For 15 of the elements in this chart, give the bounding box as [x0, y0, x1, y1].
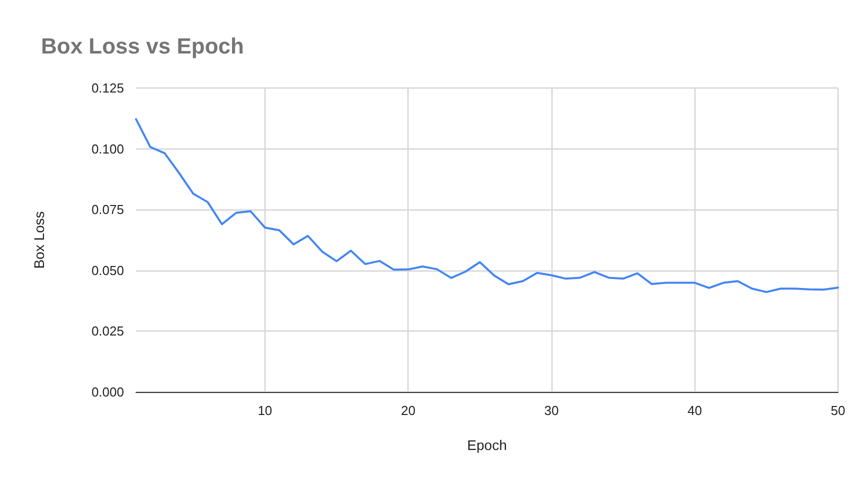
x-tick-label: 20	[400, 403, 416, 418]
y-tick-label: 0.075	[91, 202, 124, 218]
x-tick-label: 50	[830, 403, 846, 418]
y-tick-label: 0.125	[91, 80, 124, 96]
y-tick-label: 0.000	[91, 384, 124, 400]
x-axis-title: Epoch	[467, 437, 507, 453]
line-series	[135, 118, 839, 294]
y-axis-title: Box Loss	[31, 211, 47, 269]
y-tick-label: 0.100	[91, 141, 124, 156]
x-tick-label: 10	[258, 403, 272, 418]
x-tick-label: 40	[688, 403, 702, 418]
x-tick-label: 30	[544, 403, 559, 418]
y-tick-label: 0.025	[91, 324, 124, 339]
chart-title: Box Loss vs Epoch	[41, 34, 244, 58]
y-tick-label: 0.050	[91, 262, 124, 278]
